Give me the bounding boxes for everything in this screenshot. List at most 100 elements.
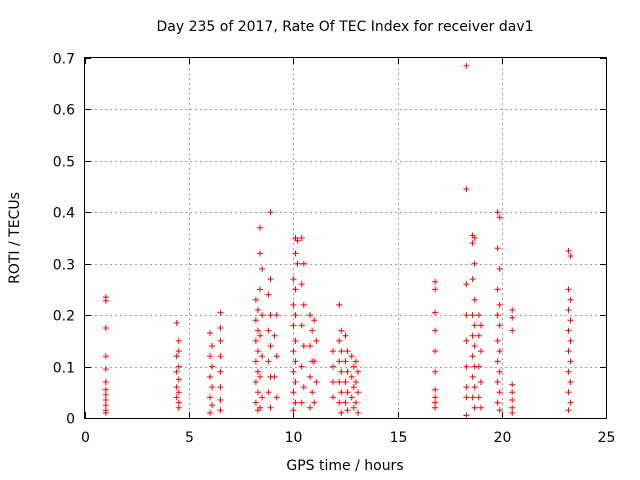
data-point (355, 389, 362, 396)
data-point (102, 409, 109, 416)
data-point (298, 399, 305, 406)
data-point (257, 224, 264, 231)
data-point (348, 394, 355, 401)
data-point (336, 399, 343, 406)
data-point (252, 317, 259, 324)
data-point (300, 301, 307, 308)
data-point (494, 358, 501, 365)
data-point (494, 337, 501, 344)
data-point (309, 327, 316, 334)
data-point (311, 317, 318, 324)
data-point (509, 404, 516, 411)
data-point (102, 397, 109, 403)
data-point (494, 399, 501, 406)
data-point (432, 286, 439, 293)
data-point (254, 348, 261, 355)
data-point (475, 394, 482, 401)
data-point (294, 237, 301, 244)
data-point (496, 214, 503, 221)
data-point (292, 358, 299, 365)
data-point (496, 348, 503, 355)
data-point (173, 368, 180, 375)
data-point (565, 286, 572, 293)
data-point (173, 394, 180, 401)
data-point (567, 296, 574, 303)
data-point (217, 337, 224, 344)
y-tick-label: 0.6 (53, 103, 75, 119)
data-point (175, 363, 182, 370)
data-point (175, 404, 182, 411)
data-point (509, 409, 516, 416)
data-point (432, 278, 439, 285)
grid-lines (85, 58, 606, 418)
plot-frame (84, 57, 607, 419)
x-axis-label: GPS time / hours (286, 458, 403, 474)
data-point (494, 379, 501, 385)
data-point (207, 353, 214, 360)
data-point (463, 62, 470, 69)
data-point (217, 325, 224, 331)
data-point (336, 358, 343, 365)
data-point (298, 322, 305, 329)
data-point (342, 358, 349, 365)
data-point (355, 409, 362, 416)
data-point (432, 368, 439, 375)
y-tick-label: 0 (66, 412, 75, 428)
data-point (273, 312, 280, 319)
data-point (292, 250, 299, 257)
data-point (338, 348, 345, 355)
data-point (338, 389, 345, 396)
data-point (207, 373, 214, 380)
data-point (294, 260, 301, 267)
data-point (567, 253, 574, 259)
chart-title: Day 235 of 2017, Rate Of TEC Index for r… (156, 19, 533, 35)
data-point (207, 409, 214, 416)
data-point (257, 250, 264, 257)
data-point (477, 322, 484, 329)
data-point (267, 343, 274, 349)
data-point (471, 343, 478, 349)
data-point (475, 363, 482, 370)
data-point (290, 348, 297, 355)
data-point (509, 389, 516, 396)
data-point (259, 312, 266, 319)
data-point (338, 409, 345, 416)
data-point (509, 327, 516, 334)
data-point (290, 389, 297, 396)
data-point (267, 312, 274, 319)
x-tick-label: 0 (81, 430, 90, 446)
y-tick-label: 0.5 (53, 155, 75, 171)
data-point (336, 301, 343, 308)
data-point (267, 404, 274, 411)
data-point (300, 343, 307, 349)
data-point (257, 404, 264, 411)
data-point (290, 301, 297, 308)
data-point (292, 337, 299, 344)
data-point (432, 327, 439, 334)
data-point (311, 358, 318, 365)
data-point (102, 379, 109, 385)
data-point (471, 235, 478, 241)
data-point (271, 373, 278, 380)
data-point (307, 343, 314, 349)
data-point (509, 381, 516, 388)
data-point (344, 348, 351, 355)
data-point (209, 384, 216, 391)
data-point (494, 286, 501, 293)
data-point (273, 394, 280, 401)
data-point (102, 402, 109, 409)
data-point (307, 373, 314, 380)
data-point (432, 394, 439, 401)
data-point (567, 358, 574, 365)
data-point (463, 281, 470, 288)
data-point (298, 363, 305, 370)
data-point (475, 332, 482, 339)
data-point (292, 312, 299, 319)
data-point (350, 363, 357, 370)
data-point (298, 235, 305, 241)
data-point (471, 260, 478, 267)
data-point (298, 281, 305, 288)
data-point (565, 307, 572, 313)
data-point (463, 363, 470, 370)
data-point (290, 322, 297, 329)
